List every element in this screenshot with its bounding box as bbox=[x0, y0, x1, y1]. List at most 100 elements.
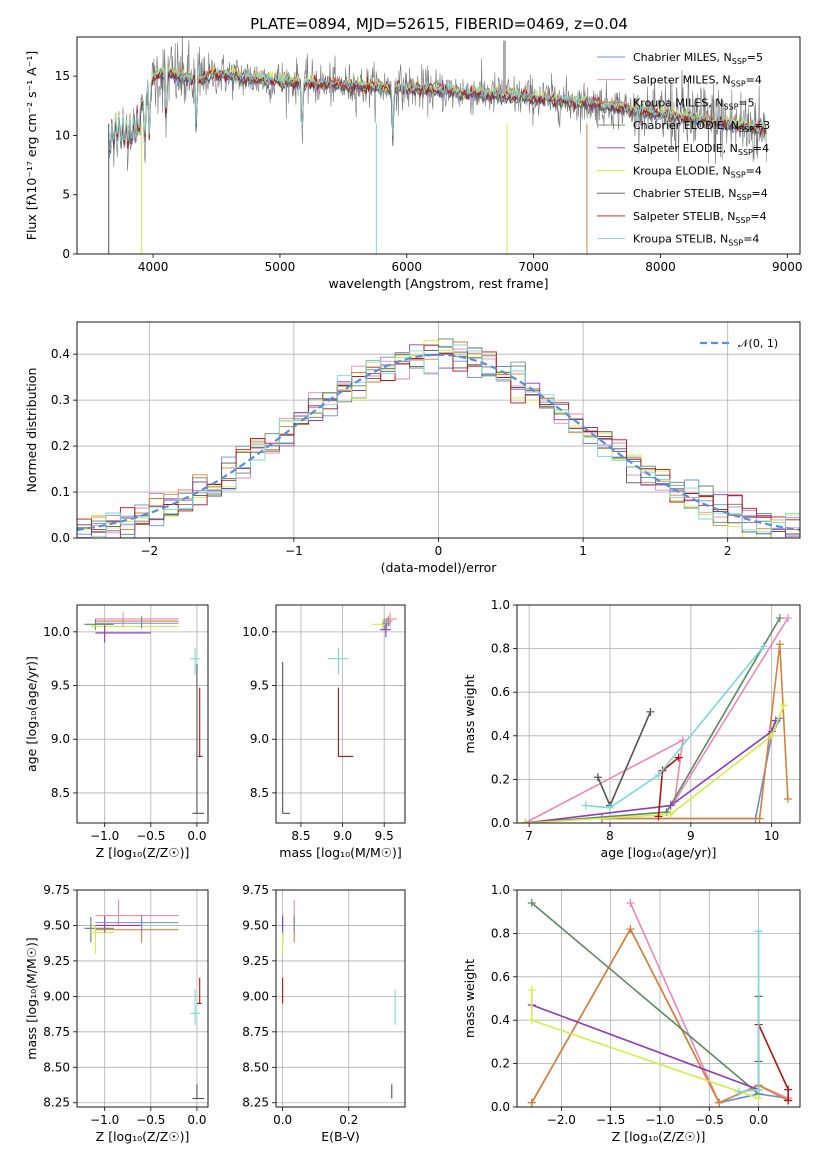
plot-area bbox=[84, 612, 205, 814]
y-tick-label: 0.0 bbox=[491, 816, 510, 830]
mw-point-salpeter_miles bbox=[783, 614, 792, 623]
y-axis-label: Flux [fλ10⁻¹⁷ erg cm⁻² s⁻¹ A⁻¹] bbox=[24, 51, 39, 240]
mw-point-kroupa_stelib bbox=[754, 1085, 763, 1094]
y-tick-label: 9.0 bbox=[51, 732, 70, 746]
mw-point-kroupa_miles bbox=[783, 795, 792, 804]
x-tick-label: 5000 bbox=[265, 260, 296, 274]
y-tick-label: 9.5 bbox=[250, 679, 269, 693]
x-axis-label: E(B-V) bbox=[321, 1129, 360, 1144]
y-tick-label: 9.0 bbox=[250, 732, 269, 746]
mw-point-chabrier_elodie bbox=[527, 899, 536, 908]
legend-tail: =4 bbox=[743, 233, 759, 246]
y-tick-label: 8.50 bbox=[43, 1060, 70, 1074]
mw-point-chabrier_stelib bbox=[593, 773, 602, 782]
y-tick-label: 0.2 bbox=[51, 439, 70, 453]
x-tick-label: 0.2 bbox=[339, 1113, 358, 1127]
mw-point-kroupa_stelib bbox=[654, 771, 663, 780]
x-tick-label: 4000 bbox=[138, 260, 169, 274]
legend-text: Kroupa ELODIE, N bbox=[633, 165, 731, 178]
mw-point-kroupa_elodie bbox=[527, 1016, 536, 1025]
legend-tail: =5 bbox=[747, 51, 763, 64]
x-tick-label: −2 bbox=[140, 544, 158, 558]
plot-area bbox=[527, 899, 793, 1107]
mw-point-salpeter_stelib bbox=[674, 753, 683, 762]
legend-text: Chabrier STELIB, N bbox=[633, 187, 737, 200]
x-axis-label: Z [log₁₀(Z/Z☉)] bbox=[612, 1129, 706, 1144]
y-axis-label: mass weight bbox=[462, 674, 477, 753]
x-tick-label: 10 bbox=[764, 829, 779, 843]
mw-point-chabrier_stelib bbox=[646, 707, 655, 716]
plot-area bbox=[84, 899, 205, 1100]
y-tick-label: 0 bbox=[62, 247, 70, 261]
mw-point-kroupa_miles bbox=[715, 1098, 724, 1107]
y-tick-label: 0.3 bbox=[51, 393, 70, 407]
model-spectrum-salpeter_stelib bbox=[108, 67, 767, 150]
mw-point-kroupa_elodie bbox=[767, 731, 776, 740]
panel-mass_weight_vs_age: 7 8 9 10 0.0 0.2 0.4 0.6 0.8 1.0 age [log₁₀(age/yr… bbox=[462, 598, 801, 860]
mw-point-chabrier_elodie bbox=[775, 614, 784, 623]
x-tick-label: −0.5 bbox=[695, 1113, 724, 1127]
mw-line-salpeter_stelib bbox=[757, 1024, 790, 1101]
legend-text: Salpeter MILES, N bbox=[633, 74, 731, 87]
legend-sub: SSP bbox=[731, 171, 746, 180]
y-tick-label: 8.25 bbox=[43, 1096, 70, 1110]
y-tick-label: 0.4 bbox=[491, 729, 510, 743]
y-tick-label: 10 bbox=[55, 128, 70, 142]
x-tick-label: 7 bbox=[525, 829, 533, 843]
axes-frame bbox=[76, 36, 801, 255]
legend-text: Chabrier MILES, N bbox=[633, 51, 732, 64]
model-spectrum-kroupa_stelib bbox=[108, 63, 767, 152]
legend-sub: SSP bbox=[723, 102, 738, 111]
axes-frame bbox=[76, 604, 209, 824]
plot-area bbox=[521, 614, 792, 823]
mw-line-chabrier_stelib bbox=[597, 711, 652, 808]
y-axis-label: age [log₁₀(age/yr)] bbox=[24, 656, 39, 772]
y-tick-label: 9.75 bbox=[43, 883, 70, 897]
gaussian-curve bbox=[77, 353, 800, 531]
x-tick-label: 0.0 bbox=[749, 1113, 768, 1127]
legend-text: Salpeter STELIB, N bbox=[633, 210, 735, 223]
x-tick-label: 9 bbox=[687, 829, 695, 843]
legend-sub: SSP bbox=[737, 193, 752, 202]
mw-point-kroupa_elodie bbox=[779, 701, 788, 710]
legend-sub: SSP bbox=[735, 216, 750, 225]
legend-label-salpeter_miles: Salpeter MILES, NSSP=4 bbox=[633, 74, 762, 89]
mw-point-kroupa_elodie bbox=[527, 985, 536, 994]
mw-point-kroupa_stelib bbox=[759, 642, 768, 651]
hist-kroupa_stelib bbox=[77, 344, 800, 538]
plot-area bbox=[108, 37, 768, 254]
y-tick-label: 0.6 bbox=[491, 970, 510, 984]
y-tick-label: 9.25 bbox=[43, 954, 70, 968]
legend-text: Salpeter ELODIE, N bbox=[633, 142, 738, 155]
y-tick-label: 0.6 bbox=[491, 685, 510, 699]
legend-tail: =4 bbox=[752, 187, 768, 200]
x-tick-label: 9000 bbox=[772, 260, 803, 274]
axes-frame bbox=[516, 889, 801, 1108]
y-tick-label: 0.1 bbox=[51, 485, 70, 499]
mw-point-salpeter_miles bbox=[678, 736, 687, 745]
legend-text: Kroupa STELIB, N bbox=[633, 233, 728, 246]
legend-sub: SSP bbox=[739, 125, 754, 134]
y-tick-label: 0.4 bbox=[51, 347, 70, 361]
x-tick-label: 8 bbox=[606, 829, 614, 843]
x-tick-label: −1.0 bbox=[645, 1113, 674, 1127]
x-axis-label: wavelength [Angstrom, rest frame] bbox=[328, 276, 548, 291]
mw-point-kroupa_elodie bbox=[521, 819, 530, 823]
legend-sub: SSP bbox=[738, 148, 753, 157]
x-tick-label: 0.0 bbox=[187, 829, 206, 843]
mw-line-kroupa_stelib bbox=[585, 645, 765, 809]
x-tick-label: −0.5 bbox=[136, 1113, 165, 1127]
legend-label-salpeter_stelib: Salpeter STELIB, NSSP=4 bbox=[633, 210, 767, 225]
legend-sub: SSP bbox=[732, 57, 747, 66]
mw-point-salpeter_stelib bbox=[654, 812, 663, 821]
mw-point-salpeter_elodie bbox=[666, 801, 675, 810]
legend-tail: =5 bbox=[738, 96, 754, 109]
y-tick-label: 8.25 bbox=[242, 1096, 269, 1110]
mw-point-kroupa_elodie bbox=[754, 1094, 763, 1103]
y-tick-label: 8.5 bbox=[250, 786, 269, 800]
y-tick-label: 8.75 bbox=[242, 1025, 269, 1039]
x-tick-label: 2 bbox=[724, 544, 732, 558]
legend-text: Kroupa MILES, N bbox=[633, 96, 723, 109]
